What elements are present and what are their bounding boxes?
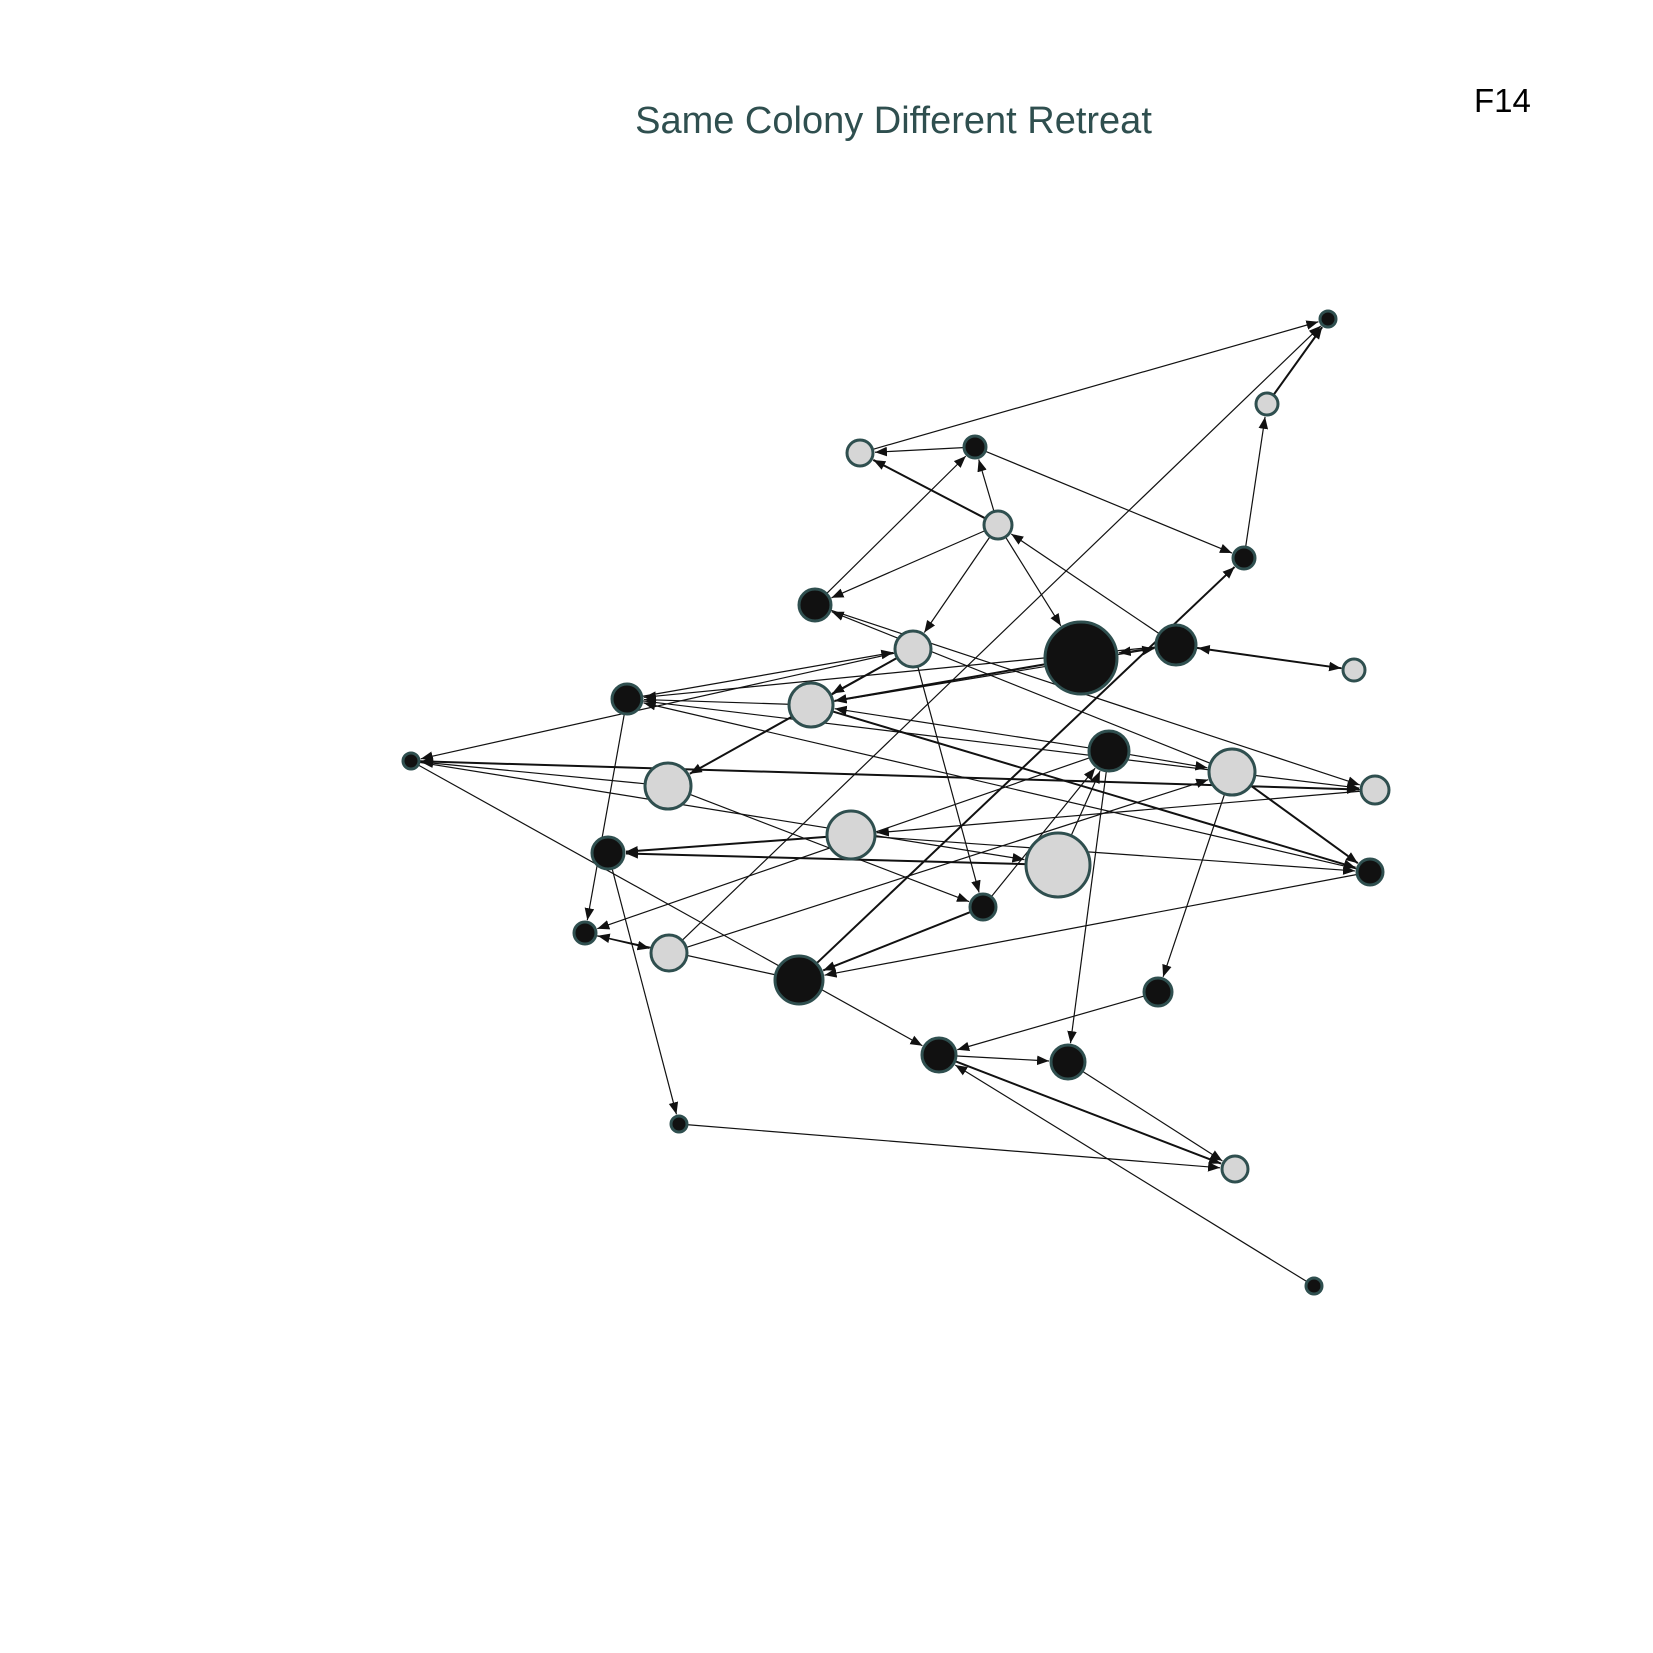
edge-n15-n27 bbox=[1162, 794, 1225, 978]
figure-label: F14 bbox=[1474, 82, 1531, 119]
edge-n14-n15 bbox=[1129, 753, 1208, 771]
edge-n28-n29 bbox=[956, 1055, 1050, 1066]
node-n9 bbox=[1043, 620, 1119, 696]
edge-n27-n28 bbox=[957, 995, 1144, 1052]
node-n27 bbox=[1142, 976, 1174, 1008]
edge-n32-n28 bbox=[954, 1064, 1307, 1282]
edge-n19-n20 bbox=[875, 836, 1356, 875]
edge-n25-n15 bbox=[686, 778, 1209, 948]
edge-n29-n31 bbox=[1082, 1071, 1223, 1162]
node-n25 bbox=[649, 933, 689, 973]
edge-n6-n9 bbox=[1005, 537, 1062, 627]
node-n12 bbox=[610, 682, 644, 716]
edge-n6-n4 bbox=[872, 459, 986, 519]
edge-n8-n7 bbox=[1197, 644, 1343, 669]
node-n29 bbox=[1049, 1043, 1087, 1081]
edge-n14-n13 bbox=[834, 705, 1089, 749]
edge-n15-n10 bbox=[831, 611, 1210, 764]
edge-n6-n11 bbox=[923, 537, 991, 633]
edge-n5-n4 bbox=[874, 446, 964, 457]
edge-n30-n31 bbox=[687, 1124, 1221, 1172]
edge-n19-n21 bbox=[625, 835, 827, 856]
edge-n28-n31 bbox=[955, 1060, 1222, 1165]
edge-n3-n2 bbox=[1245, 416, 1269, 547]
edge-n22-n26 bbox=[822, 911, 971, 972]
edge-n7-n6 bbox=[1010, 533, 1159, 634]
edge-n6-n10 bbox=[831, 530, 985, 599]
edge-n2-n1 bbox=[1273, 326, 1323, 395]
nodes-layer bbox=[401, 309, 1391, 1296]
node-n2 bbox=[1254, 391, 1280, 417]
node-n6 bbox=[982, 509, 1014, 541]
edge-n5-n3 bbox=[985, 451, 1233, 554]
edge-n23-n21 bbox=[625, 849, 1026, 866]
edge-n10-n5 bbox=[826, 455, 967, 594]
edge-n6-n5 bbox=[977, 459, 995, 511]
node-n28 bbox=[920, 1036, 958, 1074]
node-n26 bbox=[773, 954, 825, 1006]
node-n8 bbox=[1341, 657, 1367, 683]
edge-n16-n19 bbox=[876, 790, 1361, 837]
node-n24 bbox=[572, 920, 598, 946]
node-n3 bbox=[1231, 545, 1257, 571]
node-n15 bbox=[1207, 747, 1257, 797]
node-n14 bbox=[1087, 729, 1131, 773]
node-n23 bbox=[1024, 831, 1092, 899]
node-n31 bbox=[1220, 1154, 1250, 1184]
node-n32 bbox=[1304, 1276, 1324, 1296]
edge-n13-n20 bbox=[832, 710, 1356, 869]
node-n19 bbox=[825, 809, 877, 861]
node-n18 bbox=[643, 761, 693, 811]
edge-n13-n12 bbox=[643, 695, 789, 705]
node-n17 bbox=[401, 751, 421, 771]
edge-n25-n1 bbox=[682, 325, 1322, 941]
edge-n18-n17 bbox=[420, 758, 645, 785]
node-n30 bbox=[669, 1114, 689, 1134]
edges-layer bbox=[418, 320, 1361, 1282]
edge-n12-n24 bbox=[584, 714, 625, 921]
node-n5 bbox=[962, 434, 988, 460]
node-n22 bbox=[968, 892, 998, 922]
node-n7 bbox=[1154, 623, 1198, 667]
edge-n20-n26 bbox=[824, 874, 1357, 978]
node-n20 bbox=[1355, 857, 1385, 887]
edge-n17-n28 bbox=[418, 764, 923, 1047]
node-n1 bbox=[1318, 309, 1338, 329]
node-n21 bbox=[590, 835, 626, 871]
edge-n12-n11 bbox=[642, 649, 894, 697]
edge-n14-n29 bbox=[1067, 771, 1107, 1044]
node-n10 bbox=[797, 587, 833, 623]
edge-n21-n30 bbox=[611, 869, 679, 1115]
edge-n11-n22 bbox=[917, 667, 981, 893]
node-n13 bbox=[787, 681, 835, 729]
edge-n17-n23 bbox=[419, 761, 1025, 863]
node-n16 bbox=[1359, 774, 1391, 806]
node-n4 bbox=[845, 438, 875, 468]
edge-n4-n1 bbox=[873, 320, 1319, 450]
node-n11 bbox=[893, 629, 933, 669]
diagram-title: Same Colony Different Retreat bbox=[635, 100, 1152, 142]
edge-n23-n14 bbox=[1070, 770, 1101, 836]
edge-n20-n12 bbox=[643, 700, 1357, 870]
